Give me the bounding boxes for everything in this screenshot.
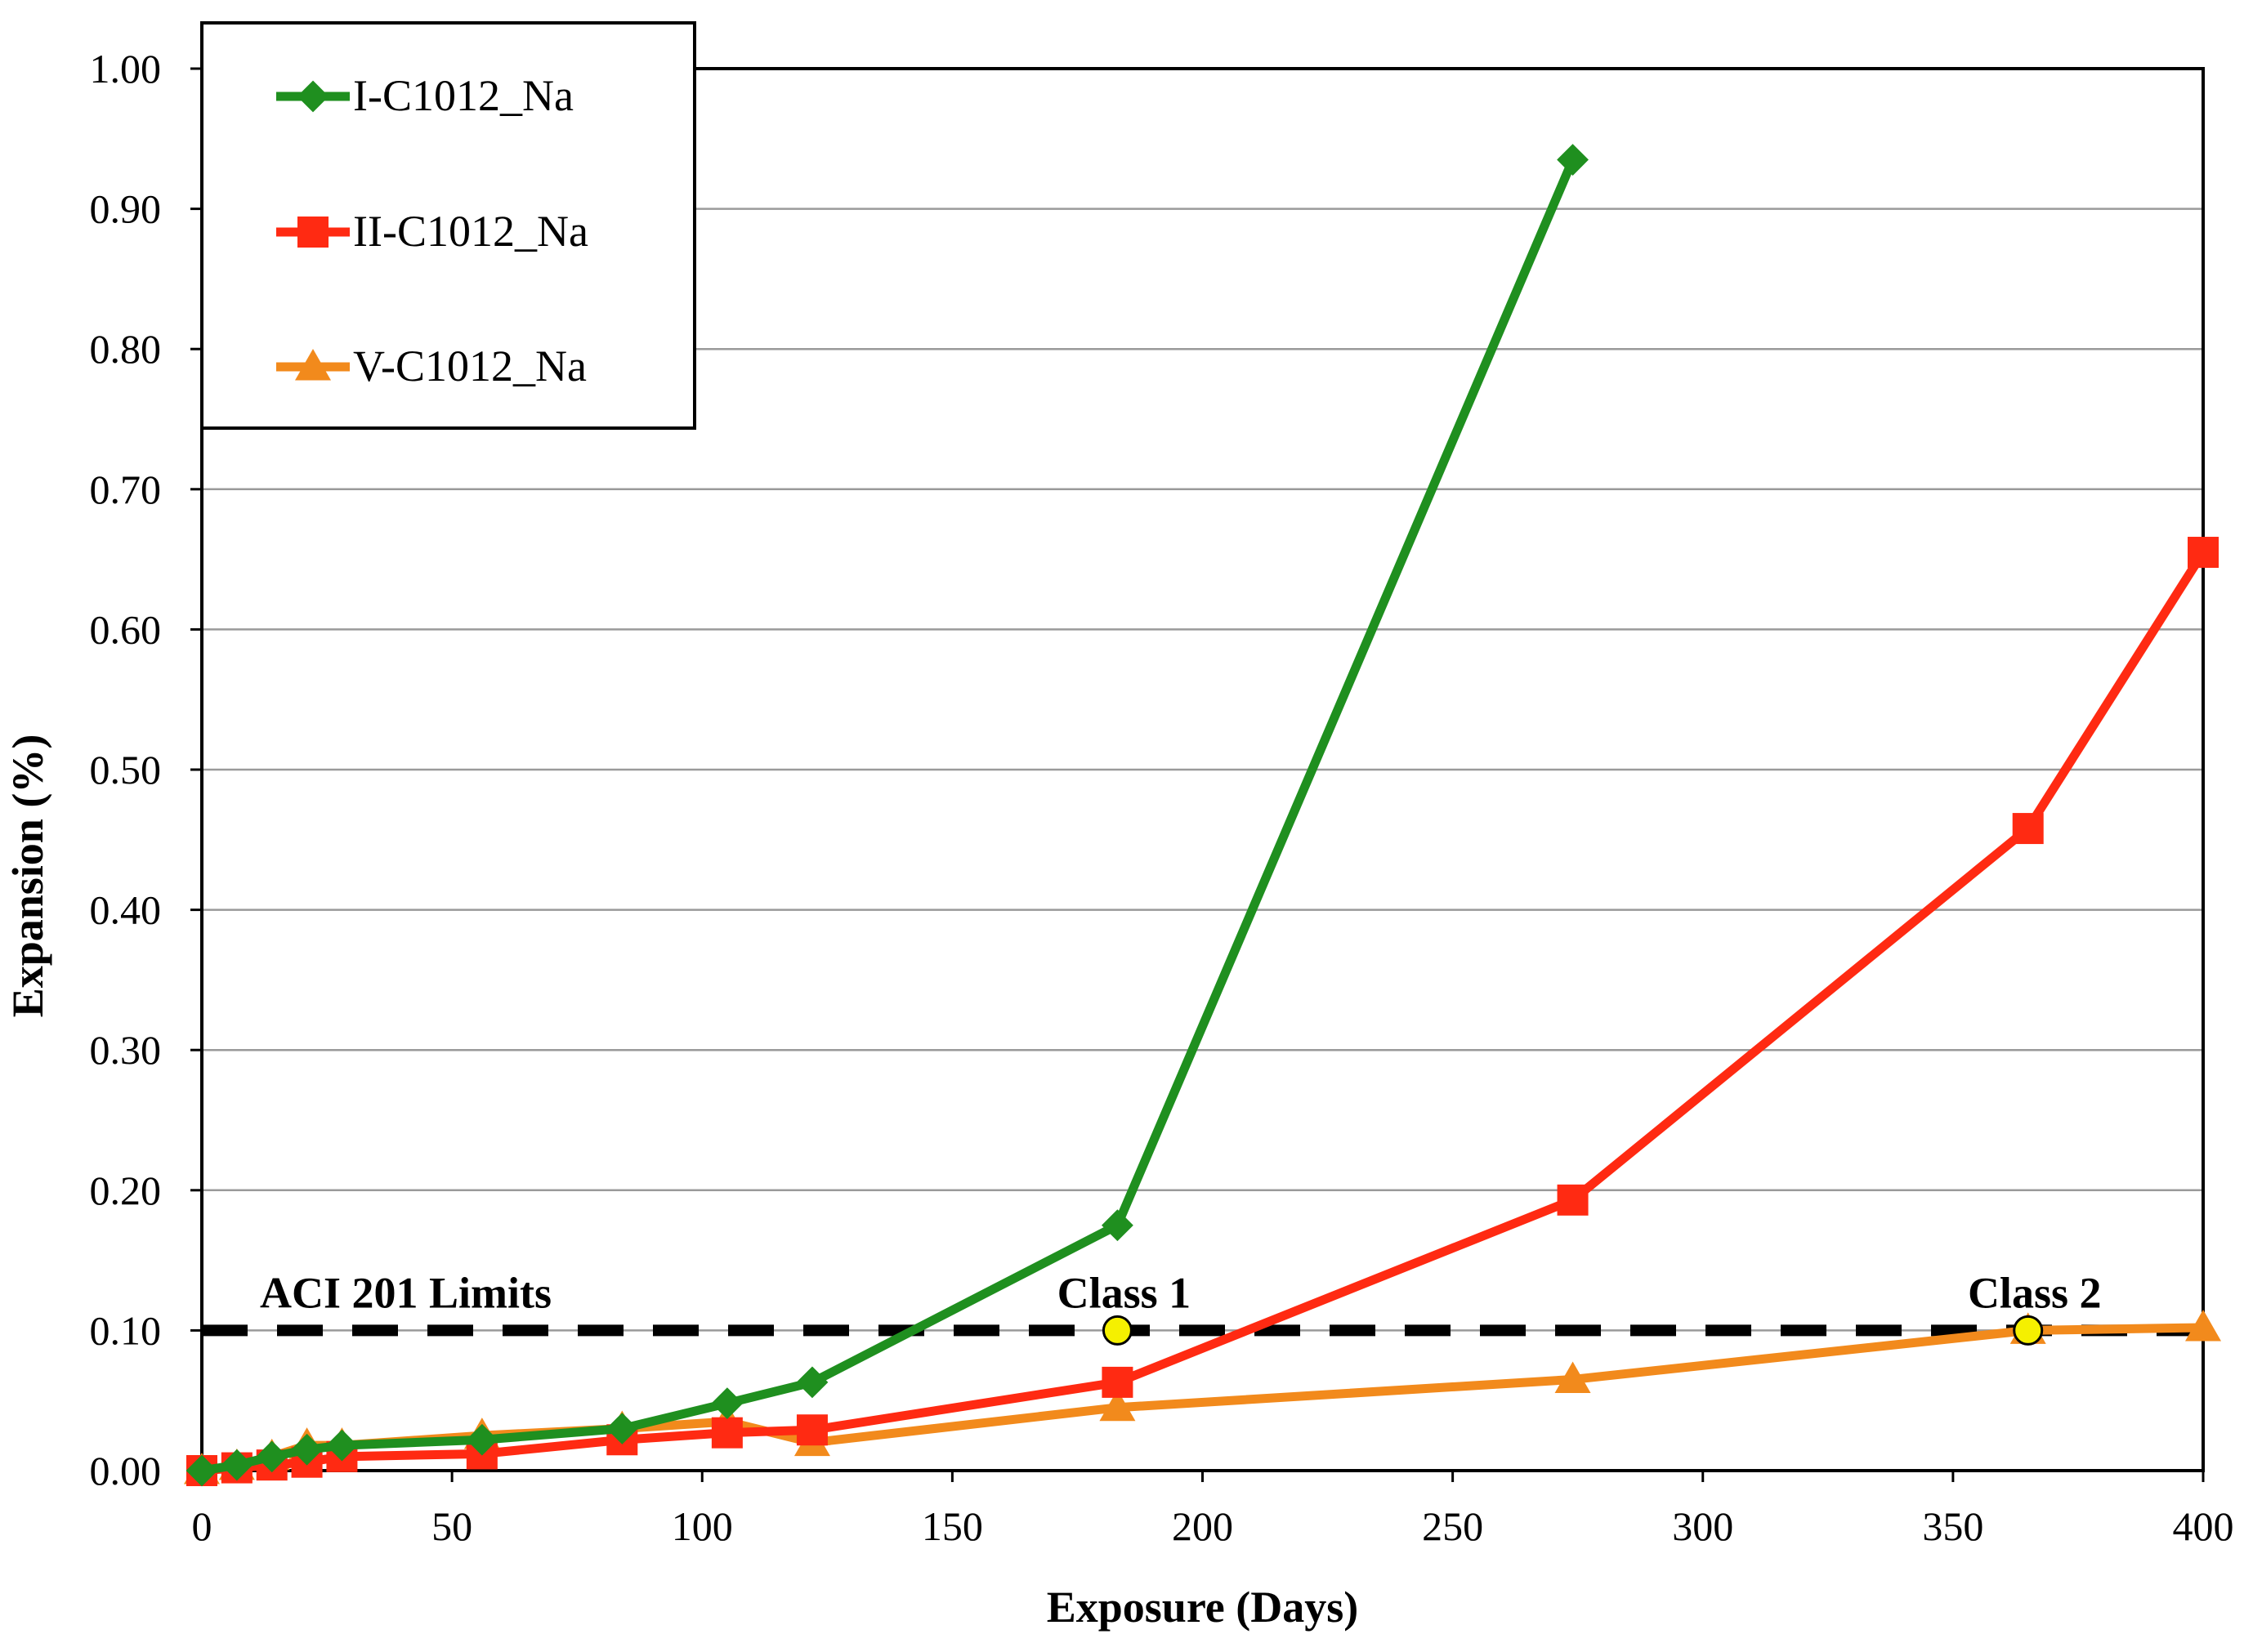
legend-label: II-C1012_Na — [353, 207, 588, 256]
class-marker-label: Class 1 — [1057, 1268, 1191, 1317]
data-point — [711, 1387, 744, 1420]
data-point — [606, 1413, 638, 1444]
aci-201-limit-label: ACI 201 Limits — [260, 1268, 552, 1317]
y-tick-label: 0.30 — [90, 1027, 162, 1073]
data-point — [796, 1366, 829, 1399]
y-axis-tick-labels: 0.00 0.10 0.20 0.30 0.40 0.50 0.60 0.70 0.80 0.90… — [90, 46, 202, 1493]
class-marker-layer: Class 1 Class 2 — [1057, 1268, 2102, 1346]
legend-box — [200, 21, 696, 430]
y-tick-label: 0.40 — [90, 887, 162, 933]
x-tick-label: 50 — [431, 1503, 472, 1549]
x-tick-label: 300 — [1672, 1503, 1733, 1549]
y-tick-label: 0.50 — [90, 747, 162, 793]
series-I-C1012_Na — [186, 144, 1589, 1487]
x-tick-label: 400 — [2173, 1503, 2234, 1549]
data-point — [1554, 1361, 1591, 1393]
data-point — [711, 1417, 743, 1449]
data-point — [256, 1440, 288, 1473]
data-point — [1557, 1184, 1589, 1216]
x-tick-label: 250 — [1422, 1503, 1483, 1549]
data-point — [221, 1449, 253, 1481]
y-tick-label: 0.00 — [90, 1448, 162, 1493]
legend-entry: V-C1012_Na — [276, 342, 587, 391]
legend: I-C1012_Na II-C1012_Na V-C1012_Na — [200, 21, 696, 430]
data-point — [295, 349, 331, 381]
legend-label: V-C1012_Na — [353, 342, 587, 391]
y-tick-label: 1.00 — [90, 46, 162, 92]
data-point — [186, 1454, 218, 1487]
legend-label: I-C1012_Na — [353, 71, 574, 120]
x-tick-label: 200 — [1172, 1503, 1233, 1549]
data-point — [297, 217, 329, 248]
y-tick-label: 0.70 — [90, 467, 162, 512]
x-tick-label: 150 — [922, 1503, 983, 1549]
x-axis-tick-labels: 0 50 100 150 200 250 300 350 400 — [192, 1471, 2234, 1549]
data-point — [2185, 1309, 2221, 1342]
data-point — [1102, 1366, 1133, 1398]
data-point — [1557, 144, 1589, 176]
series-layer — [184, 144, 2221, 1487]
x-axis-title: Exposure (Days) — [1047, 1583, 1359, 1632]
y-tick-label: 0.90 — [90, 186, 162, 232]
y-tick-label: 0.20 — [90, 1168, 162, 1213]
class-marker-dot — [2013, 1315, 2044, 1346]
y-tick-label: 0.80 — [90, 326, 162, 372]
x-tick-label: 0 — [192, 1503, 212, 1549]
data-point — [2188, 537, 2219, 569]
aci-limit-layer: ACI 201 Limits — [202, 1268, 2203, 1337]
class-marker-dot — [1102, 1315, 1133, 1346]
x-tick-label: 100 — [672, 1503, 733, 1549]
y-tick-label: 0.10 — [90, 1307, 162, 1353]
data-point — [1102, 1209, 1133, 1242]
data-point — [326, 1429, 358, 1462]
y-tick-label: 0.60 — [90, 606, 162, 652]
legend-entry: II-C1012_Na — [276, 207, 588, 256]
data-point — [466, 1423, 498, 1456]
y-axis-title: Expansion (%) — [3, 734, 52, 1018]
data-point — [297, 80, 329, 113]
data-point — [796, 1414, 828, 1446]
class-marker-label: Class 2 — [1968, 1268, 2102, 1317]
legend-entry: I-C1012_Na — [276, 71, 574, 120]
x-tick-label: 350 — [1922, 1503, 1983, 1549]
data-point — [1099, 1389, 1136, 1422]
data-point — [291, 1433, 323, 1466]
data-point — [2012, 813, 2044, 845]
